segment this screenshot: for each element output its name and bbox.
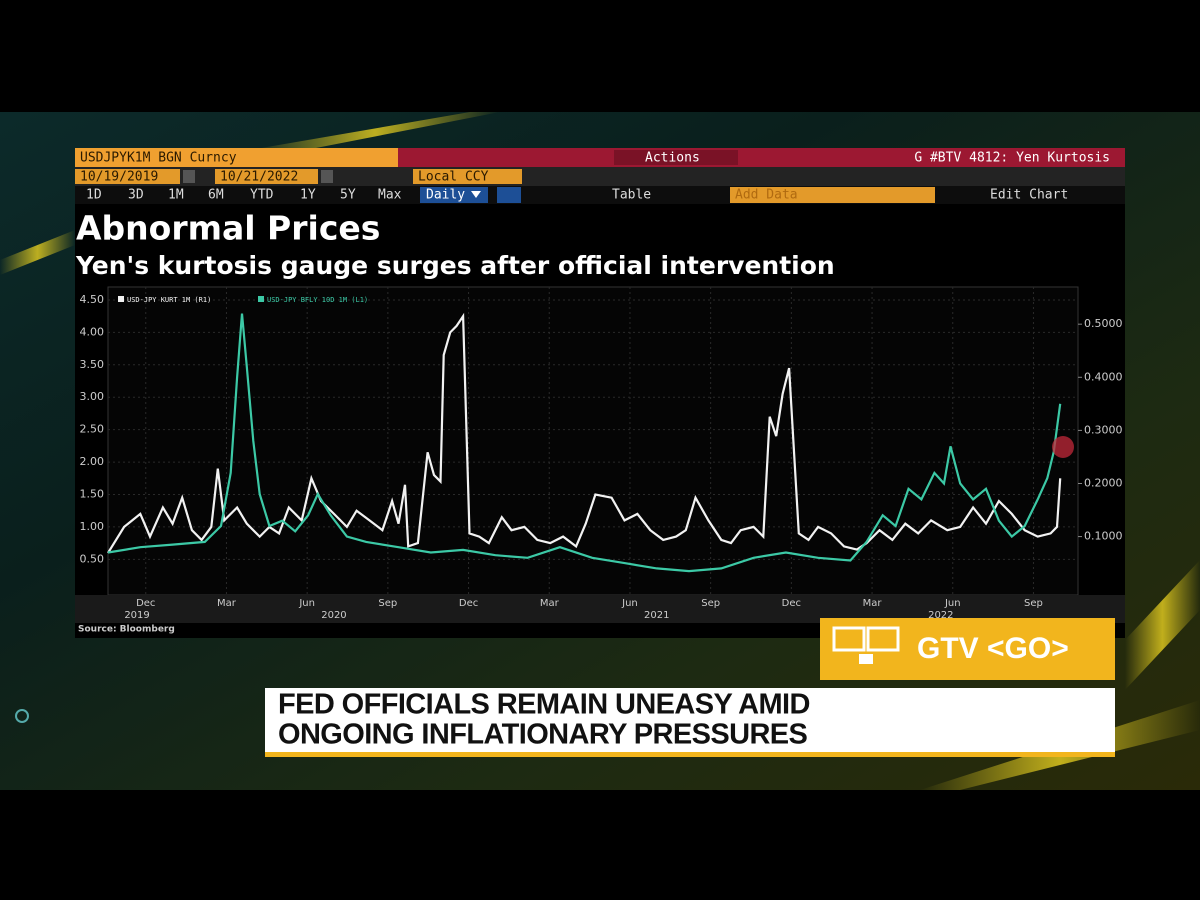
frequency: Daily (426, 188, 465, 203)
actions: Actions (645, 151, 700, 166)
screen-icon (832, 626, 866, 652)
add-data-field[interactable] (730, 187, 935, 203)
y-tick-label: 3.00 (80, 390, 105, 403)
legend-swatch (258, 296, 264, 302)
gtv-label: GTV <GO> (917, 632, 1069, 665)
x-tick-label: Dec (136, 598, 155, 609)
edit-chart-button[interactable]: Edit Chart (990, 188, 1068, 203)
x-year-label: 2022 (928, 610, 953, 621)
y-tick-label: 4.00 (80, 325, 105, 338)
x-tick-label: Jun (621, 598, 638, 609)
plot-area (107, 286, 1079, 596)
x-tick-label: Mar (540, 598, 560, 609)
legend-label: USD-JPY KURT 1M (R1) (127, 296, 211, 304)
light-streak (0, 230, 75, 275)
calendar-icon[interactable] (321, 170, 333, 183)
y2-tick-label: 0.5000 (1084, 317, 1123, 330)
y-tick-label: 2.50 (80, 423, 105, 436)
light-streak (1125, 560, 1200, 690)
x-year-label: 2020 (321, 610, 346, 621)
security-field[interactable] (75, 148, 398, 167)
range-button[interactable]: 6M (208, 188, 224, 203)
y-tick-label: 4.50 (80, 293, 105, 306)
x-tick-label: Dec (459, 598, 478, 609)
light-streak (250, 112, 500, 155)
range-button[interactable]: Max (378, 188, 402, 203)
x-tick-label: Sep (1024, 598, 1043, 609)
y2-tick-label: 0.2000 (1084, 476, 1123, 489)
chart-title: Abnormal Prices (76, 209, 380, 248)
decor (15, 709, 29, 723)
chart-subtitle: Yen's kurtosis gauge surges after offici… (75, 251, 835, 280)
y-tick-label: 2.00 (80, 455, 105, 468)
y-tick-label: 0.50 (80, 552, 105, 565)
headline-box (265, 688, 1115, 752)
y2-tick-label: 0.1000 (1084, 530, 1123, 543)
range-button[interactable]: 1M (168, 188, 184, 203)
x-year-label: 2019 (124, 610, 149, 621)
y-tick-label: 1.50 (80, 487, 105, 500)
headline-line: ONGOING INFLATIONARY PRESSURES (278, 719, 808, 751)
chart-type-button[interactable] (497, 187, 521, 203)
add-data: Add Data (735, 188, 798, 203)
range-button[interactable]: 1Y (300, 188, 316, 203)
y-tick-label: 1.00 (80, 520, 105, 533)
date-bar (75, 167, 1125, 186)
start-date: 10/19/2019 (80, 170, 158, 185)
currency-field[interactable] (413, 169, 522, 184)
y2-tick-label: 0.4000 (1084, 370, 1123, 383)
screen-icon (866, 626, 900, 652)
range-button[interactable]: 1D (86, 188, 102, 203)
y2-tick-label: 0.3000 (1084, 423, 1123, 436)
start-date-field[interactable] (75, 169, 180, 184)
headline-line: FED OFFICIALS REMAIN UNEASY AMID (278, 689, 810, 721)
dropdown-icon (471, 191, 481, 198)
source: Source: Bloomberg (78, 625, 175, 635)
x-tick-label: Mar (863, 598, 883, 609)
x-tick-label: Sep (701, 598, 720, 609)
range-button[interactable]: YTD (250, 188, 274, 203)
x-tick-label: Dec (782, 598, 801, 609)
x-tick-label: Sep (378, 598, 397, 609)
headline-rule (265, 752, 1115, 757)
x-tick-label: Jun (298, 598, 315, 609)
highlight-dot (1052, 436, 1074, 458)
series-line (107, 313, 1062, 573)
x-tick-label: Jun (944, 598, 961, 609)
security: USDJPYK1M BGN Curncy (80, 151, 237, 166)
end-date: 10/21/2022 (220, 170, 298, 185)
end-date-field[interactable] (215, 169, 318, 184)
legend-swatch (118, 296, 124, 302)
calendar-icon[interactable] (183, 170, 195, 183)
range-button[interactable]: 5Y (340, 188, 356, 203)
range-bar (75, 186, 1125, 204)
table-button[interactable]: Table (612, 188, 651, 203)
y-tick-label: 3.50 (80, 358, 105, 371)
x-tick-label: Mar (217, 598, 237, 609)
legend-label: USD-JPY BFLY 10D 1M (L1) (267, 296, 368, 304)
screen-icon (859, 654, 873, 664)
page-name: G #BTV 4812: Yen Kurtosis (914, 151, 1110, 166)
x-year-label: 2021 (644, 610, 669, 621)
range-button[interactable]: 3D (128, 188, 144, 203)
title-bar (398, 148, 1125, 167)
currency: Local CCY (418, 170, 489, 185)
actions-button[interactable] (614, 150, 738, 165)
